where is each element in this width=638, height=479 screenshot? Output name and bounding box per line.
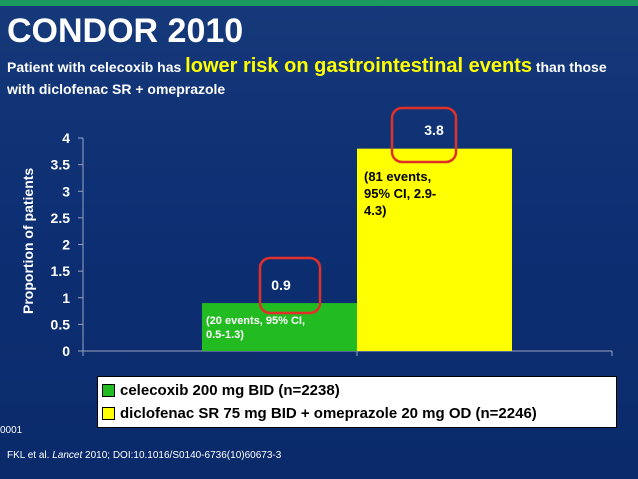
bar-annotation: (81 events, — [364, 169, 431, 184]
y-tick-label: 1 — [62, 290, 70, 306]
citation-details: 2010; DOI:10.1016/S0140-6736(10)60673-3 — [82, 450, 282, 461]
y-tick-label: 3.5 — [51, 157, 71, 173]
chart-legend: celecoxib 200 mg BID (n=2238) diclofenac… — [97, 376, 617, 428]
subtitle-highlight: lower risk on gastrointestinal events — [185, 55, 532, 77]
bar-celecoxib — [202, 303, 357, 351]
slide-title: CONDOR 2010 — [7, 12, 244, 50]
bar-annotation: 0.5-1.3) — [206, 329, 244, 341]
bar-annotation: 95% CI, 2.9- — [364, 186, 436, 201]
slide-subtitle: Patient with celecoxib has lower risk on… — [7, 55, 632, 100]
top-accent-bar — [0, 0, 638, 6]
citation-authors: FKL et al. — [7, 450, 53, 461]
legend-swatch-celecoxib — [102, 383, 115, 397]
y-tick-label: 4 — [62, 130, 70, 146]
legend-label-celecoxib: celecoxib 200 mg BID (n=2238) — [120, 381, 340, 399]
y-tick-label: 0.5 — [51, 316, 71, 332]
legend-label-diclofenac: diclofenac SR 75 mg BID + omeprazole 20 … — [120, 404, 537, 422]
bar-annotation: 4.3) — [364, 203, 386, 218]
y-tick-label: 1.5 — [51, 263, 71, 279]
legend-item-diclofenac: diclofenac SR 75 mg BID + omeprazole 20 … — [102, 403, 537, 423]
y-tick-label: 2 — [62, 237, 70, 253]
legend-swatch-diclofenac — [102, 406, 115, 420]
callout-highlight-celecoxib — [258, 256, 322, 315]
bar-diclofenac — [357, 148, 512, 351]
subtitle-text-end: than those with diclofenac SR + omeprazo… — [7, 59, 607, 97]
data-label: 3.8 — [424, 122, 444, 138]
citation-journal: Lancet — [52, 450, 83, 461]
subtitle-text-start: Patient with celecoxib has — [7, 59, 186, 75]
side-text: 0001 — [0, 425, 23, 436]
bar-annotation: (20 events, 95% CI, — [206, 315, 305, 327]
data-label: 0.9 — [271, 277, 291, 293]
y-tick-label: 3 — [62, 183, 70, 199]
citation-footer: FKL et al. Lancet 2010; DOI:10.1016/S014… — [7, 450, 281, 461]
callout-highlight-diclofenac — [390, 106, 458, 164]
y-tick-label: 0 — [62, 343, 70, 359]
legend-item-celecoxib: celecoxib 200 mg BID (n=2238) — [102, 380, 340, 400]
y-tick-label: 2.5 — [51, 210, 71, 226]
